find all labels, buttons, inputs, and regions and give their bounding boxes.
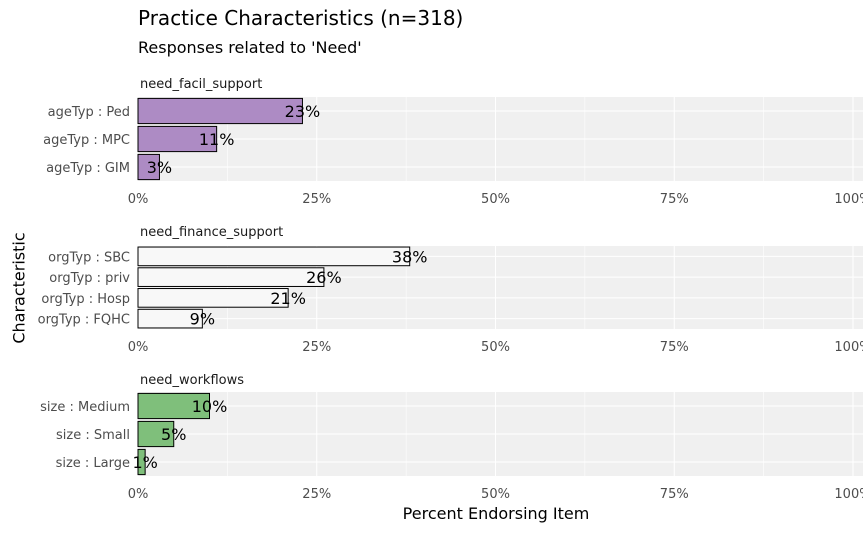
category-label: size : Small — [56, 428, 130, 443]
chart-subtitle: Responses related to 'Need' — [138, 38, 362, 57]
chart-title: Practice Characteristics (n=318) — [138, 6, 464, 30]
x-tick-label: 25% — [302, 192, 331, 207]
data-label: 3% — [147, 158, 172, 177]
data-label: 11% — [199, 130, 235, 149]
x-tick-label: 50% — [481, 487, 510, 502]
x-tick-label: 50% — [481, 340, 510, 355]
category-label: ageTyp : GIM — [46, 161, 130, 176]
x-tick-label: 50% — [481, 192, 510, 207]
bar — [137, 448, 146, 476]
category-label: orgTyp : SBC — [48, 250, 130, 265]
facet-strip-label: need_finance_support — [140, 225, 283, 240]
bar — [137, 267, 325, 287]
category-label: orgTyp : Hosp — [41, 292, 130, 307]
category-label: size : Medium — [40, 400, 130, 415]
x-tick-label: 25% — [302, 340, 331, 355]
data-label: 26% — [306, 268, 342, 287]
x-tick-label: 75% — [660, 487, 689, 502]
bar — [137, 97, 303, 125]
bar — [137, 153, 160, 181]
x-tick-label: 75% — [660, 340, 689, 355]
bar — [137, 288, 289, 308]
facet-strip-label: need_facil_support — [140, 77, 262, 92]
data-label: 10% — [192, 397, 228, 416]
data-label: 5% — [161, 425, 186, 444]
data-label: 21% — [270, 289, 306, 308]
facet-strip-label: need_workflows — [140, 373, 244, 388]
y-axis-label: Characteristic — [9, 232, 29, 344]
bar — [137, 392, 210, 420]
category-label: size : Large — [56, 456, 130, 471]
x-axis-label: Percent Endorsing Item — [402, 504, 590, 523]
bar — [137, 246, 411, 267]
x-tick-label: 100% — [834, 192, 863, 207]
x-tick-label: 100% — [834, 487, 863, 502]
category-label: orgTyp : FQHC — [38, 313, 130, 328]
category-label: ageTyp : Ped — [48, 105, 130, 120]
data-label: 23% — [285, 102, 321, 121]
x-tick-label: 0% — [128, 487, 149, 502]
category-label: ageTyp : MPC — [43, 133, 130, 148]
data-label: 38% — [392, 247, 428, 266]
x-tick-label: 100% — [834, 340, 863, 355]
data-label: 9% — [190, 310, 215, 329]
category-label: orgTyp : priv — [49, 271, 130, 286]
data-label: 1% — [132, 453, 157, 472]
bar — [137, 308, 203, 329]
x-tick-label: 0% — [128, 340, 149, 355]
bar — [137, 420, 175, 448]
x-tick-label: 75% — [660, 192, 689, 207]
bar — [137, 125, 218, 153]
x-tick-label: 0% — [128, 192, 149, 207]
x-tick-label: 25% — [302, 487, 331, 502]
